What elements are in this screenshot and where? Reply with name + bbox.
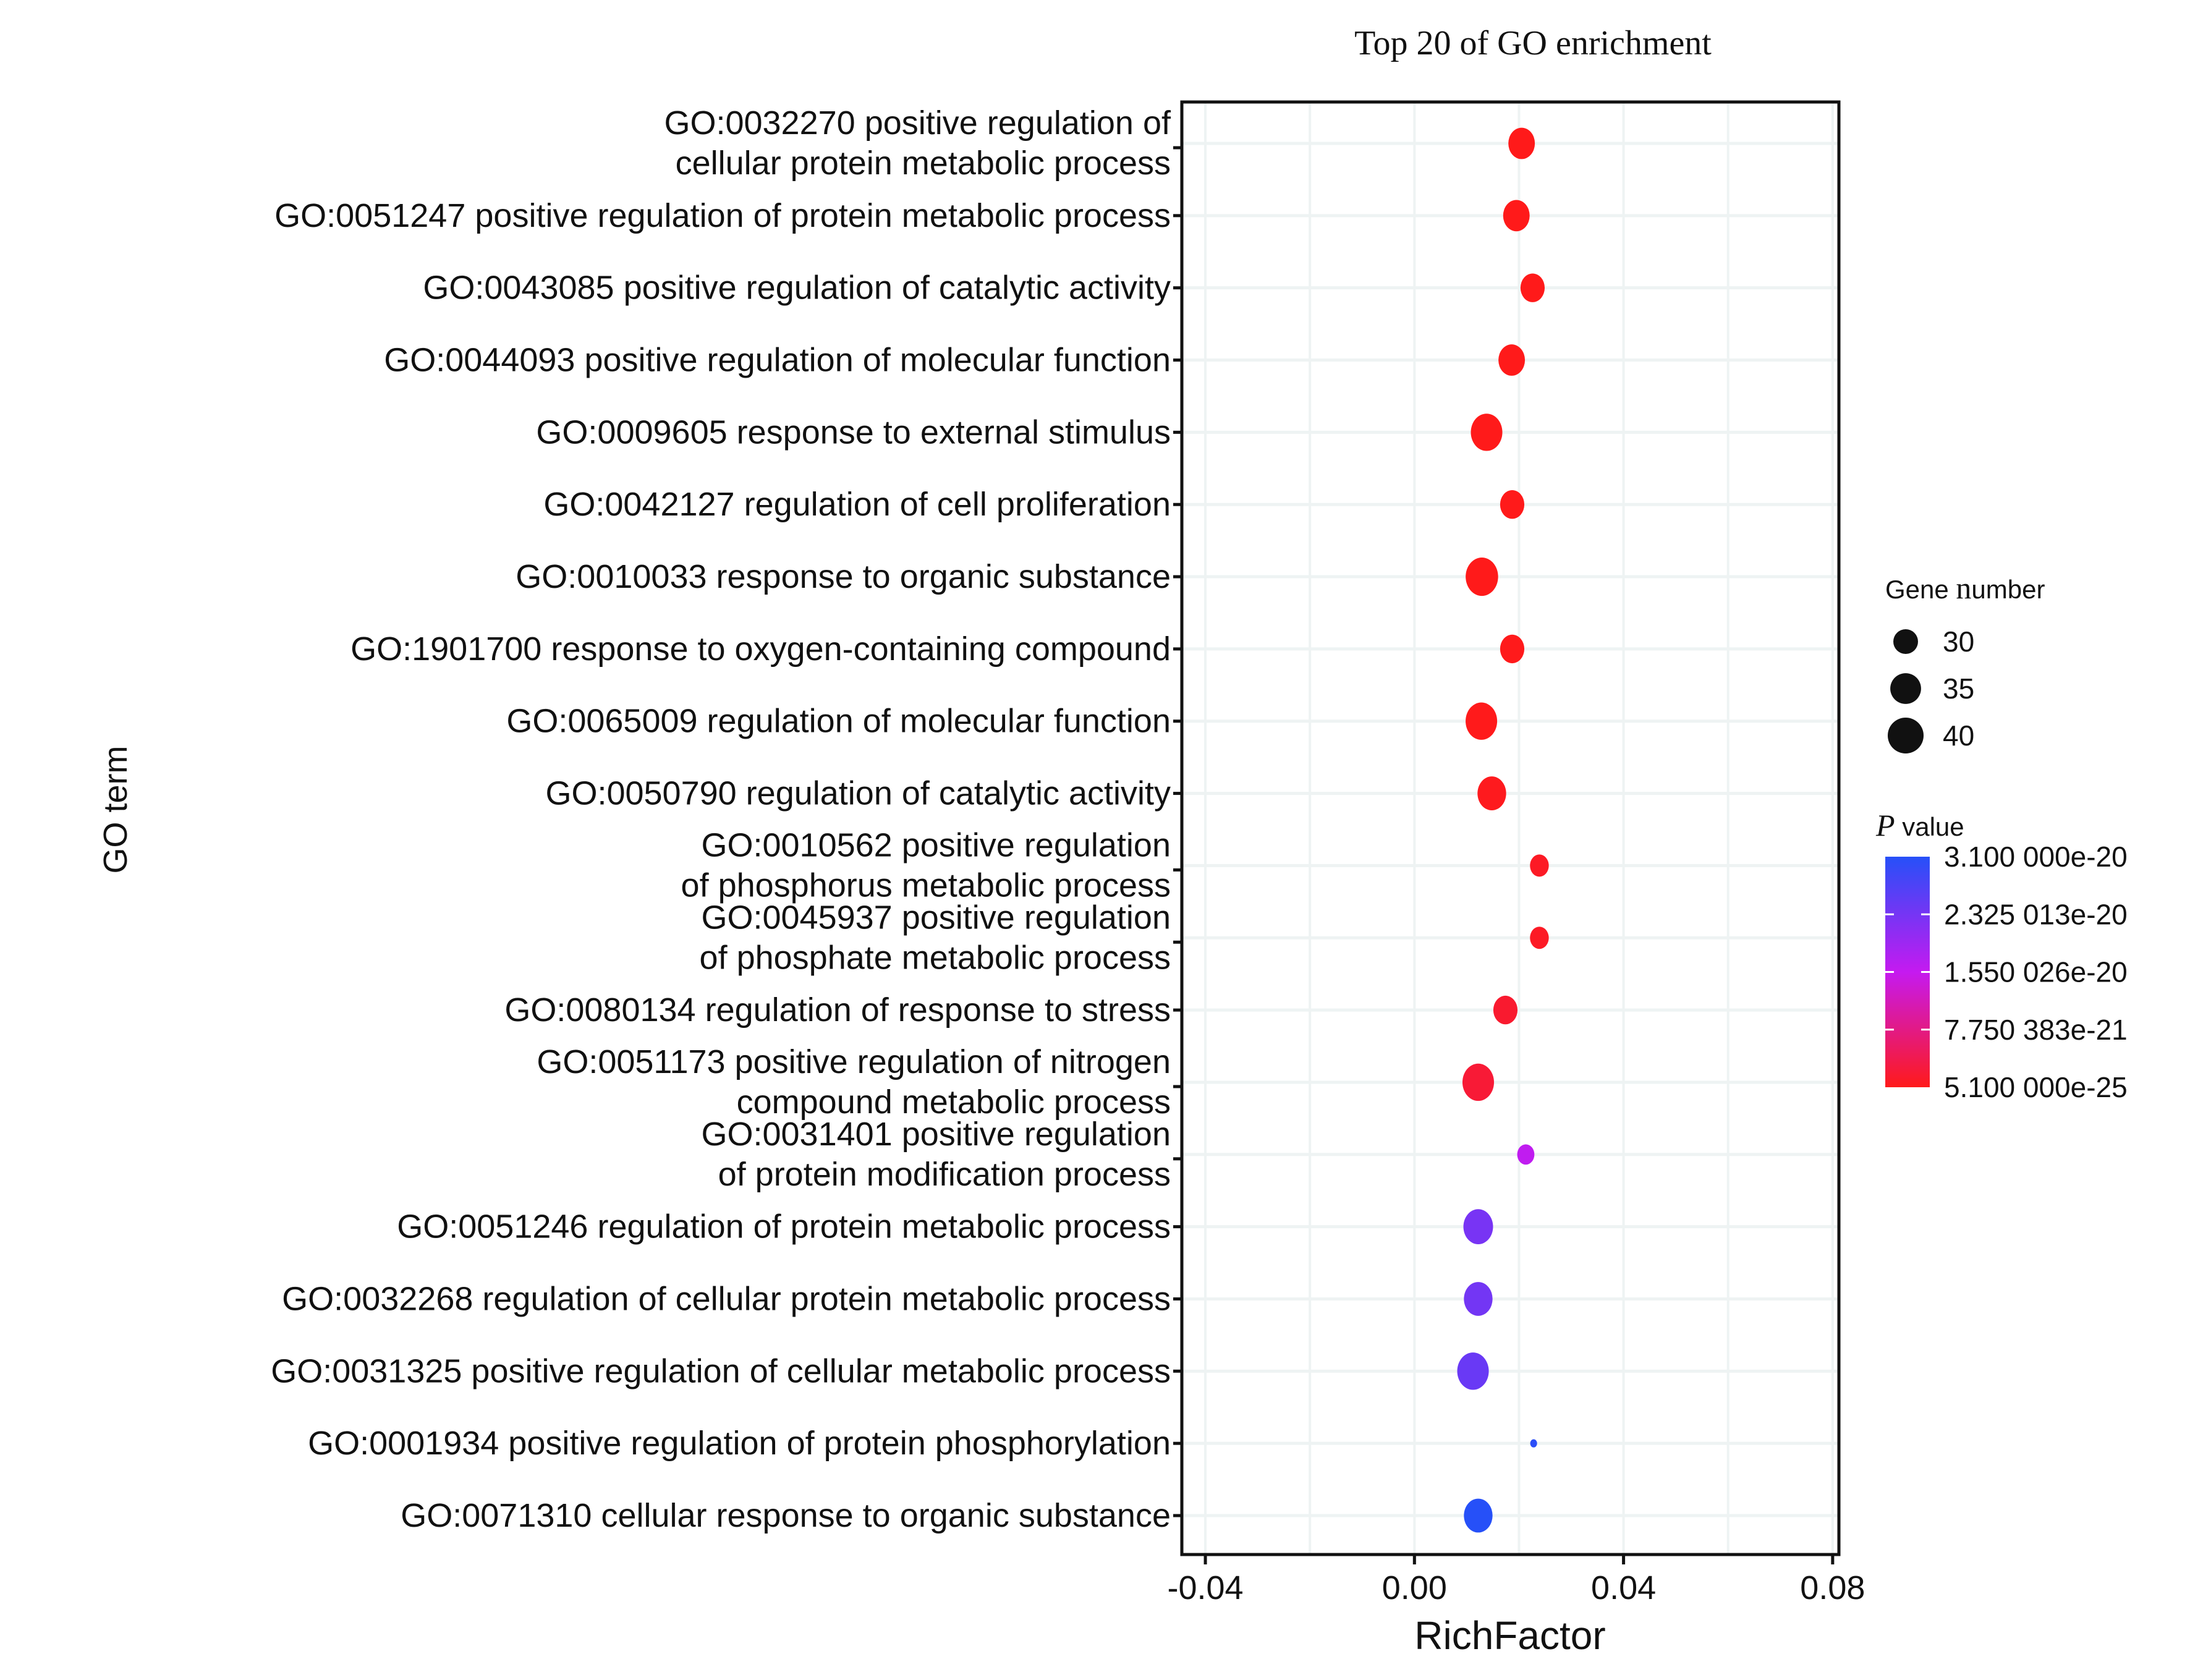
y-axis-tick-label: GO:0031401 positive regulation (701, 1116, 1171, 1153)
plot-background (1182, 102, 1839, 1555)
chart-title: Top 20 of GO enrichment (1354, 24, 1712, 62)
y-axis-tick-label: cellular protein metabolic process (676, 145, 1171, 182)
y-axis-tick-label: of phosphate metabolic process (700, 939, 1171, 976)
size-legend-key-label: 30 (1943, 626, 1974, 658)
data-point (1493, 995, 1518, 1025)
size-legend-key-circle (1893, 629, 1918, 654)
y-axis-tick-label: GO:0051246 regulation of protein metabol… (397, 1208, 1171, 1245)
data-point (1464, 1498, 1493, 1533)
colorbar-tick-label: 1.550 026e-20 (1944, 956, 2128, 988)
y-axis-tick-label: GO:0010033 response to organic substance (516, 558, 1171, 595)
y-axis-tick-label: GO:0031325 positive regulation of cellul… (271, 1352, 1171, 1389)
y-axis-tick-label: GO:0071310 cellular response to organic … (401, 1497, 1171, 1534)
y-axis-tick-label: GO:0080134 regulation of response to str… (504, 991, 1171, 1029)
y-axis-tick-label: GO:0045937 positive regulation (701, 899, 1171, 936)
x-axis-ticks (1203, 1555, 1835, 1564)
legend-title-value: value (1895, 812, 1964, 841)
colorbar-tick-label: 5.100 000e-25 (1944, 1071, 2128, 1103)
y-axis-tick-label: GO:0044093 positive regulation of molecu… (384, 342, 1171, 379)
y-axis-tick-label: GO:0065009 regulation of molecular funct… (506, 703, 1171, 740)
data-point (1503, 200, 1530, 232)
data-point (1508, 127, 1535, 159)
data-point (1530, 927, 1549, 949)
y-axis-tick-label: GO:1901700 response to oxygen-containing… (350, 630, 1171, 668)
data-point (1464, 1282, 1493, 1316)
colorbar-tick-label: 7.750 383e-21 (1944, 1014, 2128, 1046)
data-point (1498, 344, 1526, 376)
p-value-legend: P value 3.100 000e-20 2.325 013e-20 1.550 … (1875, 808, 2128, 1103)
data-point (1500, 634, 1525, 664)
gene-number-legend: Gene number 30 35 40 (1885, 571, 2045, 753)
colorbar-tick-label: 2.325 013e-20 (1944, 898, 2128, 930)
x-axis-tick-label: 0.08 (1800, 1569, 1865, 1606)
data-point (1463, 1209, 1493, 1244)
legend-title-gene: Gene (1885, 575, 1956, 604)
plot-border (1180, 100, 1841, 1556)
data-point (1466, 558, 1498, 596)
legend-title-n: n (1956, 571, 1971, 605)
y-axis-tick-label: GO:0032270 positive regulation of (664, 104, 1171, 142)
gene-number-legend-title: Gene number (1885, 571, 2045, 605)
y-axis-title: GO term (97, 745, 134, 873)
data-point (1530, 854, 1549, 877)
data-point (1530, 1439, 1537, 1448)
data-point (1520, 273, 1545, 302)
data-point (1462, 1063, 1495, 1101)
y-axis-tick-label: GO:0010562 positive regulation (701, 826, 1171, 863)
size-legend-key-circle (1888, 718, 1924, 753)
size-legend-key-circle (1890, 673, 1921, 704)
data-point (1500, 490, 1525, 519)
data-point (1517, 1144, 1535, 1165)
size-legend-key-label: 40 (1943, 719, 1974, 752)
data-points (1457, 127, 1549, 1533)
y-axis-tick-label: GO:0009605 response to external stimulus (536, 414, 1171, 451)
y-axis-tick-labels: GO:0032270 positive regulation ofcellula… (271, 104, 1171, 1534)
y-axis-tick-label: compound metabolic process (737, 1084, 1171, 1121)
x-axis-tick-label: 0.04 (1591, 1569, 1656, 1606)
y-axis-tick-label: GO:0050790 regulation of catalytic activ… (545, 775, 1171, 812)
legend-title-umber: umber (1971, 575, 2045, 604)
data-point (1477, 776, 1506, 810)
vertical-gridlines (1204, 102, 1834, 1555)
p-value-legend-title: P value (1875, 808, 1964, 842)
y-axis-tick-label: of protein modification process (718, 1156, 1171, 1193)
data-point (1471, 414, 1503, 451)
colorbar-tick-label: 3.100 000e-20 (1944, 841, 2128, 873)
y-axis-tick-label: of phosphorus metabolic process (681, 867, 1171, 904)
legend-title-p: P (1875, 808, 1895, 842)
x-axis-title: RichFactor (1414, 1613, 1605, 1658)
y-axis-ticks (1173, 146, 1182, 1517)
y-axis-tick-label: GO:0051173 positive regulation of nitrog… (537, 1043, 1171, 1080)
y-axis-tick-label: GO:0043085 positive regulation of cataly… (423, 269, 1171, 307)
y-axis-tick-label: GO:0032268 regulation of cellular protei… (282, 1280, 1171, 1317)
x-axis-tick-label: 0.00 (1382, 1569, 1447, 1606)
data-point (1457, 1352, 1489, 1390)
size-legend-key-label: 35 (1943, 672, 1974, 705)
data-point (1466, 702, 1498, 740)
x-axis-tick-label: -0.04 (1168, 1569, 1244, 1606)
y-axis-tick-label: GO:0042127 regulation of cell proliferat… (543, 486, 1171, 523)
y-axis-tick-label: GO:0051247 positive regulation of protei… (274, 197, 1171, 234)
x-axis-tick-labels: -0.04 0.00 0.04 0.08 (1168, 1569, 1865, 1606)
y-axis-tick-label: GO:0001934 positive regulation of protei… (308, 1425, 1171, 1462)
plot-panel (1180, 100, 1841, 1556)
